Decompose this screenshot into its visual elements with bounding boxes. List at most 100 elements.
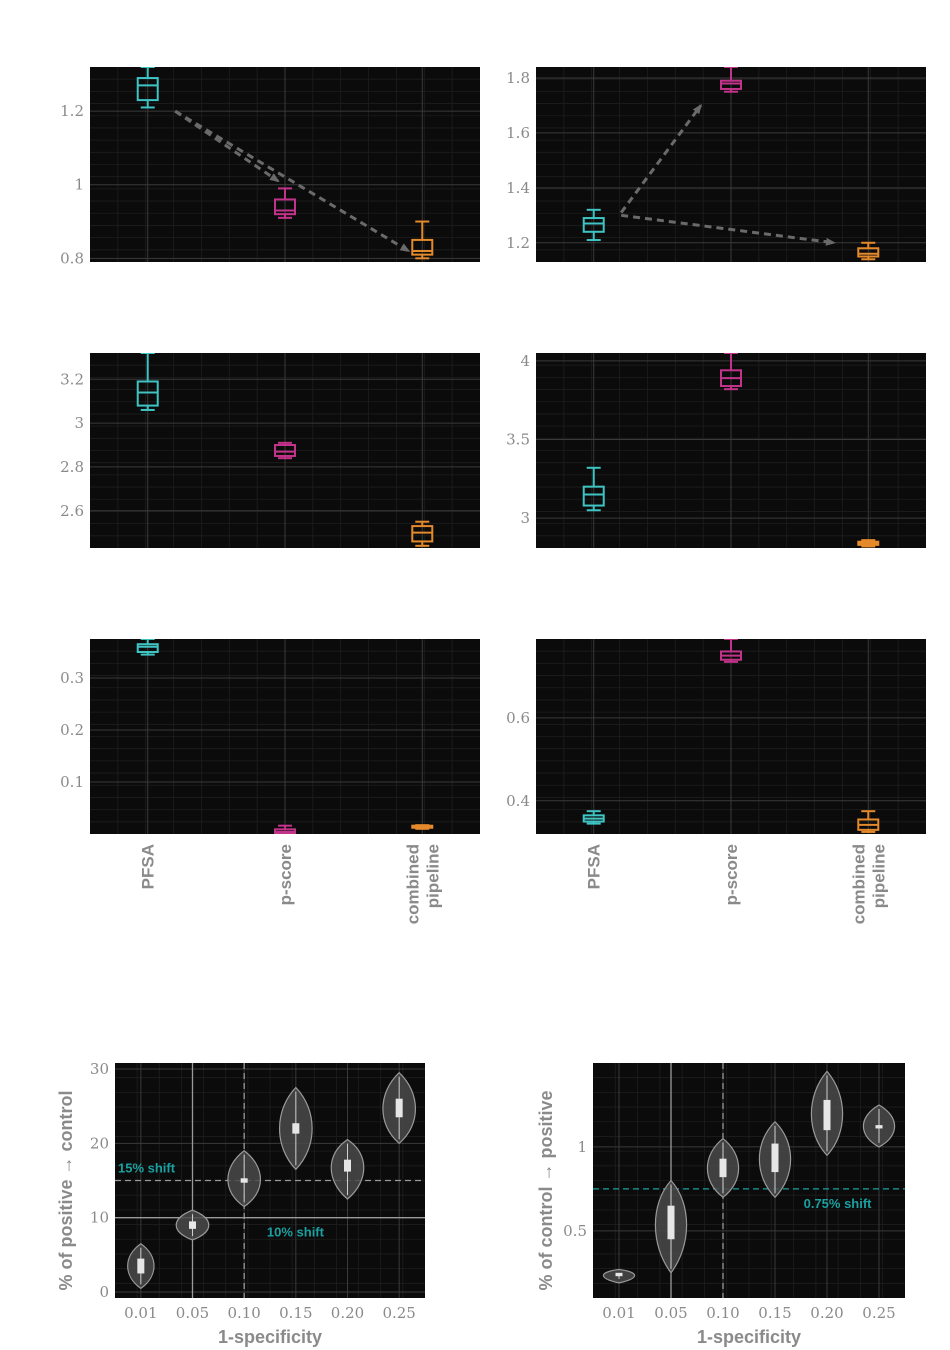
violin-0.25 [862, 1104, 896, 1148]
box-iqr [136, 380, 159, 407]
box-iqr [411, 238, 434, 256]
y-axis-label: % of control → positive [536, 1090, 556, 1290]
violin-iqr [189, 1221, 196, 1229]
x-axis-label: 1-specificity [697, 1327, 801, 1347]
y-tick-label: 4 [520, 352, 530, 370]
box-layer [582, 639, 880, 833]
panel-row3-left: 0.1 0.2 0.3 PFSA p-score combined pipeline [60, 639, 480, 924]
violin-iqr [344, 1159, 351, 1172]
y-axis-label-group: % of control → positive [536, 1090, 556, 1290]
x-tick-label: 0.20 [810, 1304, 843, 1322]
y-tick-label: 1.2 [506, 234, 530, 252]
y-tick-label: 2.6 [60, 502, 84, 520]
y-tick-label: 3.2 [60, 370, 84, 388]
violin-0.15 [758, 1120, 792, 1199]
violin-0.25 [382, 1071, 417, 1145]
y-tick-label: 1 [577, 1138, 587, 1156]
y-tick-label: 0.3 [60, 669, 84, 687]
box-pfsa [136, 67, 159, 109]
violin-iqr [719, 1158, 727, 1178]
y-tick-label: 2.8 [60, 458, 84, 476]
y-tick-label: 1.4 [506, 179, 530, 197]
box-iqr [411, 525, 434, 543]
trend-arrow [619, 103, 703, 214]
box-combined-pipeline [857, 810, 880, 833]
box-p-score [274, 441, 296, 460]
box-layer [582, 67, 880, 261]
x-tick-label: 0.10 [706, 1304, 739, 1322]
violin-iqr [240, 1178, 248, 1183]
violin-iqr [137, 1258, 145, 1274]
box-layer [136, 67, 434, 260]
violin-0.20 [330, 1138, 365, 1200]
x-tick-label: 0.15 [279, 1304, 312, 1322]
x-category-label: p-score [722, 844, 741, 905]
box-pfsa [582, 466, 605, 512]
box-pfsa [136, 639, 159, 656]
x-category-label: combined pipeline [849, 844, 888, 924]
box-iqr [136, 643, 159, 654]
x-category-text: pipeline [869, 844, 888, 908]
trend-arrow [174, 109, 280, 183]
box-iqr [582, 217, 605, 233]
box-layer [582, 353, 880, 548]
panel-row1-right: 1.2 1.4 1.6 1.8 [506, 67, 926, 262]
x-category-text: PFSA [585, 844, 604, 889]
violin-0.15 [278, 1086, 313, 1171]
box-iqr [136, 77, 159, 102]
y-tick-label: 0.2 [60, 721, 84, 739]
x-tick-label: 0.01 [602, 1304, 635, 1322]
x-tick-label: 0.05 [654, 1304, 687, 1322]
box-p-score [274, 187, 296, 219]
x-tick-label: 0.25 [382, 1304, 415, 1322]
violin-0.05 [175, 1209, 210, 1241]
y-tick-label: 1 [74, 176, 84, 194]
violin-iqr [395, 1098, 403, 1118]
x-category-label: PFSA [139, 844, 158, 889]
violin-iqr [823, 1099, 831, 1131]
y-tick-label: 1.2 [60, 102, 84, 120]
trend-arrow [174, 109, 411, 253]
y-tick-label: 1.8 [506, 69, 530, 87]
box-p-score [720, 67, 742, 93]
box-combined-pipeline [857, 241, 880, 261]
y-tick-label: 3.5 [506, 430, 530, 448]
box-combined-pipeline [411, 824, 434, 830]
x-tick-label: 0.20 [331, 1304, 364, 1322]
box-layer [136, 353, 434, 547]
y-axis-label: % of positive → control [56, 1090, 76, 1290]
violin-0.05 [654, 1179, 688, 1274]
violin-0.01 [127, 1242, 155, 1290]
box-p-score [720, 639, 742, 663]
panel-row3-right: 0.4 0.6 PFSA p-score combined pipeline [506, 639, 926, 924]
x-category-text: pipeline [423, 844, 442, 908]
x-tick-label: 0.01 [124, 1304, 157, 1322]
shift-annotation: 15% shift [118, 1161, 176, 1176]
x-category-label: p-score [276, 844, 295, 905]
y-tick-label: 1.6 [506, 124, 530, 142]
box-pfsa [582, 810, 605, 825]
box-p-score [274, 824, 296, 834]
violin-iqr [292, 1123, 300, 1134]
panel-row2-left: 2.6 2.8 3 3.2 [60, 353, 480, 548]
box-combined-pipeline [411, 520, 434, 547]
violin-0.01 [602, 1268, 636, 1284]
y-tick-label: 0.6 [506, 709, 530, 727]
box-iqr [274, 444, 296, 457]
box-layer [136, 639, 434, 834]
y-tick-label: 0.1 [60, 773, 84, 791]
box-pfsa [582, 208, 605, 242]
violin-iqr [615, 1272, 623, 1277]
x-category-text: PFSA [139, 844, 158, 889]
x-axis-label: 1-specificity [218, 1327, 322, 1347]
y-tick-label: 0.4 [506, 792, 530, 810]
box-iqr [857, 247, 880, 258]
x-tick-label: 0.15 [758, 1304, 791, 1322]
y-tick-label: 30 [90, 1060, 109, 1078]
violin-iqr [667, 1205, 675, 1240]
box-combined-pipeline [411, 220, 434, 260]
violin-0.10 [706, 1137, 740, 1199]
violin-0.20 [810, 1070, 844, 1157]
violin-iqr [771, 1143, 779, 1173]
